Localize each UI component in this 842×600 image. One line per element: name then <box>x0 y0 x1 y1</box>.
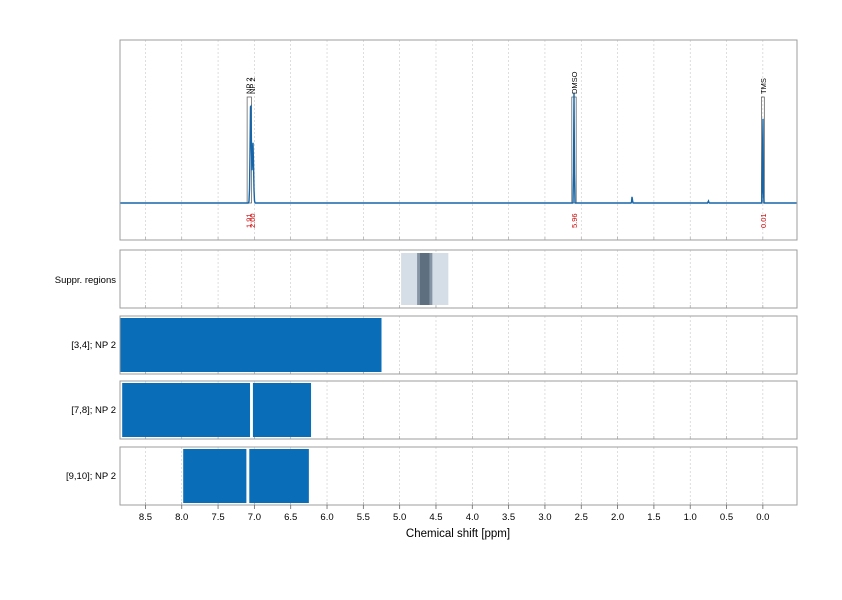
bar-segment <box>120 318 382 372</box>
bar-segment <box>122 383 251 437</box>
integral-label: 2.00 <box>248 213 257 228</box>
peak-annotation: NP 2 <box>248 77 257 94</box>
x-tick-label: 4.5 <box>429 512 442 523</box>
bar-row-label: [7,8]; NP 2 <box>71 405 116 416</box>
integral-label: 5.96 <box>570 213 579 228</box>
bar-segment <box>249 449 309 503</box>
bar-segment <box>252 383 312 437</box>
x-tick-label: 7.0 <box>248 512 261 523</box>
x-tick-label: 0.5 <box>720 512 733 523</box>
x-tick-label: 3.0 <box>538 512 551 523</box>
x-tick-label: 1.5 <box>647 512 660 523</box>
x-axis: Chemical shift [ppm] 8.5 8.0 7.5 7.0 6.5 6.0 5… <box>139 505 769 540</box>
integral-label: 0.01 <box>759 213 768 228</box>
suppression-regions-panel: Suppr. regions <box>55 249 798 309</box>
bar-panels: [3,4]; NP 2 [7,8]; NP 2 [9,10]; NP 2 <box>66 315 798 506</box>
x-tick-label: 8.0 <box>175 512 188 523</box>
x-tick-label: 0.0 <box>756 512 769 523</box>
x-tick-label: 6.5 <box>284 512 297 523</box>
x-axis-label: Chemical shift [ppm] <box>406 528 510 540</box>
suppression-regions-label: Suppr. regions <box>55 275 117 286</box>
integral-label: 1.91 <box>245 213 254 228</box>
x-tick-label: 3.5 <box>502 512 515 523</box>
bar-panel: [3,4]; NP 2 <box>71 315 798 375</box>
bar-panel: [9,10]; NP 2 <box>66 446 798 506</box>
spectrum-line <box>120 92 797 204</box>
panel-border <box>119 446 798 506</box>
x-tick-label: 2.0 <box>611 512 624 523</box>
suppression-band <box>420 253 430 305</box>
bar-panel: [7,8]; NP 2 <box>71 380 798 440</box>
x-tick-label: 5.0 <box>393 512 406 523</box>
x-tick-label: 4.0 <box>466 512 479 523</box>
bar-row-label: [9,10]; NP 2 <box>66 471 116 482</box>
panel-background <box>120 40 797 240</box>
integral-region-box <box>761 96 765 204</box>
bar-row-label: [3,4]; NP 2 <box>71 340 116 351</box>
peak-annotation: DMSO <box>570 71 579 94</box>
x-tick-label: 8.5 <box>139 512 152 523</box>
x-tick-label: 5.5 <box>357 512 370 523</box>
panel-border <box>119 249 798 309</box>
panel-border <box>119 39 798 241</box>
x-tick-label: 1.0 <box>684 512 697 523</box>
x-tick-label: 7.5 <box>211 512 224 523</box>
bar-segment <box>183 449 247 503</box>
peak-annotation: NP 2 <box>245 77 254 94</box>
x-tick-label: 2.5 <box>575 512 588 523</box>
panel-background <box>120 250 797 308</box>
panel-border <box>119 380 798 440</box>
x-tick-label: 6.0 <box>320 512 333 523</box>
peak-annotation: TMS <box>759 78 768 94</box>
panel-border <box>119 315 798 375</box>
